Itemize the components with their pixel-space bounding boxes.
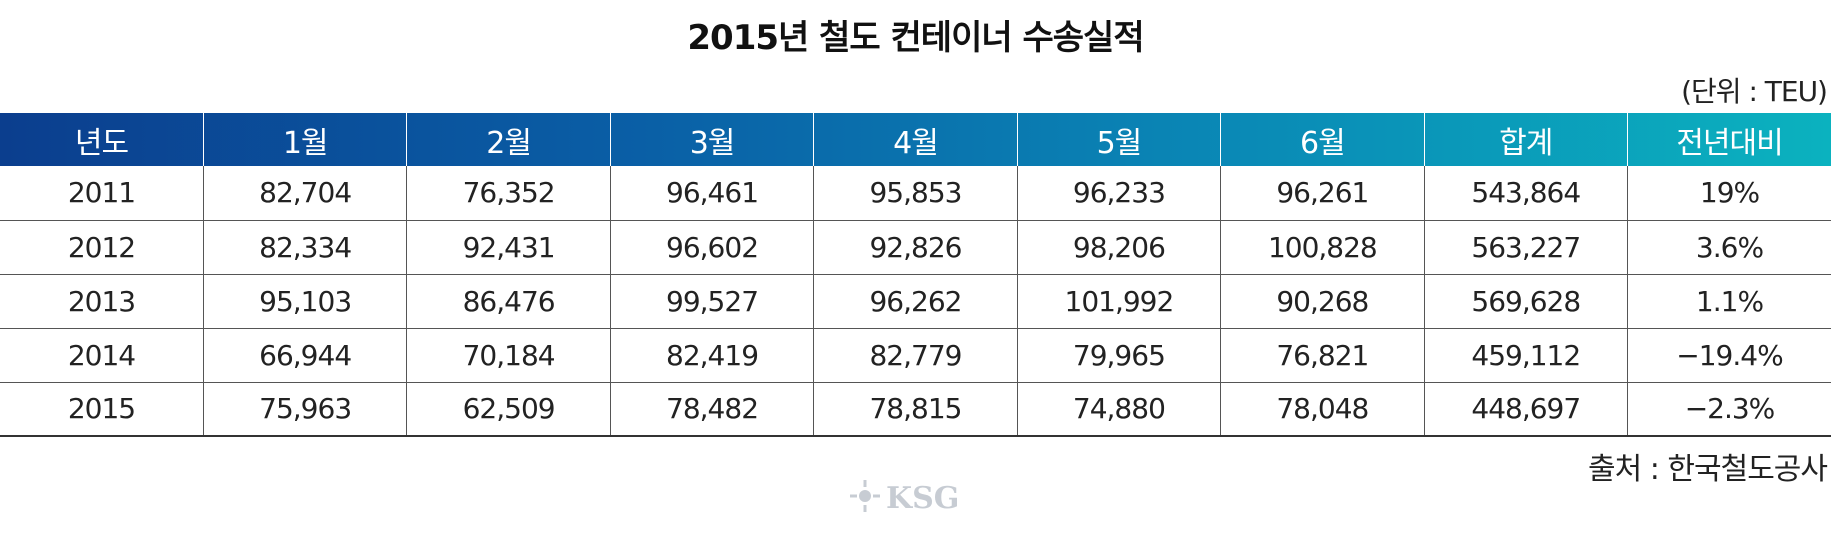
unit-label: (단위 : TEU) <box>1681 75 1828 108</box>
column-header-apr: 4월 <box>813 113 1018 166</box>
table-cell: 99,527 <box>609 274 814 329</box>
data-table: 년도 1월 2월 3월 4월 5월 6월 합계 전년대비 2011 82,704… <box>0 113 1831 437</box>
table-cell: 82,419 <box>609 328 814 383</box>
table-cell: 92,431 <box>406 220 611 275</box>
column-header-mar: 3월 <box>609 113 814 166</box>
table-cell: 76,352 <box>406 166 611 221</box>
table-cell: 543,864 <box>1423 166 1628 221</box>
ksg-watermark-logo: KSG <box>850 480 959 516</box>
table-cell: 78,048 <box>1220 382 1425 437</box>
table-cell: 86,476 <box>406 274 611 329</box>
table-cell: 74,880 <box>1016 382 1221 437</box>
column-header-may: 5월 <box>1016 113 1221 166</box>
table-cell: 76,821 <box>1220 328 1425 383</box>
table-cell: 75,963 <box>202 382 407 437</box>
table-cell: 19% <box>1627 166 1831 221</box>
table-cell: 95,853 <box>813 166 1018 221</box>
table-cell: 82,704 <box>202 166 407 221</box>
column-header-yoy: 전년대비 <box>1627 113 1831 166</box>
table-row: 2014 66,944 70,184 82,419 82,779 79,965 … <box>0 328 1831 383</box>
column-header-total: 합계 <box>1423 113 1628 166</box>
table-cell: 78,815 <box>813 382 1018 437</box>
table-cell: 95,103 <box>202 274 407 329</box>
table-cell: 98,206 <box>1016 220 1221 275</box>
table-row: 2012 82,334 92,431 96,602 92,826 98,206 … <box>0 220 1831 275</box>
table-cell: 563,227 <box>1423 220 1628 275</box>
table-cell: 96,461 <box>609 166 814 221</box>
table-cell: 2011 <box>0 166 204 221</box>
table-row: 2015 75,963 62,509 78,482 78,815 74,880 … <box>0 382 1831 437</box>
table-cell: 90,268 <box>1220 274 1425 329</box>
source-note: 출처 : 한국철도공사 <box>1588 452 1828 487</box>
table-cell: 2015 <box>0 382 204 437</box>
table-cell: 96,261 <box>1220 166 1425 221</box>
table-header-row: 년도 1월 2월 3월 4월 5월 6월 합계 전년대비 <box>0 113 1831 166</box>
table-cell: 101,992 <box>1016 274 1221 329</box>
table-cell: −2.3% <box>1627 382 1831 437</box>
table-cell: 82,779 <box>813 328 1018 383</box>
table-cell: 62,509 <box>406 382 611 437</box>
column-header-year: 년도 <box>74 125 129 161</box>
table-cell: 100,828 <box>1220 220 1425 275</box>
table-cell: 96,602 <box>609 220 814 275</box>
table-cell: 79,965 <box>1016 328 1221 383</box>
table-cell: 82,334 <box>202 220 407 275</box>
column-header-feb: 2월 <box>406 113 611 166</box>
table-cell: 1.1% <box>1627 274 1831 329</box>
table-cell: 96,233 <box>1016 166 1221 221</box>
page-title: 2015년 철도 컨테이너 수송실적 <box>687 18 1144 58</box>
table-cell: 66,944 <box>202 328 407 383</box>
column-header-jun: 6월 <box>1220 113 1425 166</box>
table-row: 2011 82,704 76,352 96,461 95,853 96,233 … <box>0 166 1831 221</box>
table-cell: 2013 <box>0 274 204 329</box>
table-cell: 569,628 <box>1423 274 1628 329</box>
table-cell: 78,482 <box>609 382 814 437</box>
table-cell: 448,697 <box>1423 382 1628 437</box>
table-cell: 3.6% <box>1627 220 1831 275</box>
table-cell: −19.4% <box>1627 328 1831 383</box>
table-cell: 2014 <box>0 328 204 383</box>
table-cell: 70,184 <box>406 328 611 383</box>
svg-text:KSG: KSG <box>886 481 959 516</box>
table-cell: 459,112 <box>1423 328 1628 383</box>
table-row: 2013 95,103 86,476 99,527 96,262 101,992… <box>0 274 1831 329</box>
table-cell: 2012 <box>0 220 204 275</box>
table-cell: 92,826 <box>813 220 1018 275</box>
table-cell: 96,262 <box>813 274 1018 329</box>
column-header-jan: 1월 <box>202 113 407 166</box>
